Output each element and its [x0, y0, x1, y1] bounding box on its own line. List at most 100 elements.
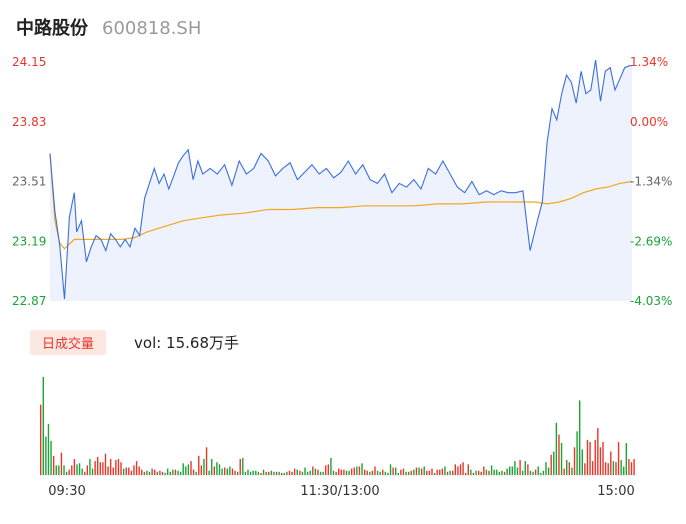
volume-bar	[490, 465, 493, 475]
volume-bar	[542, 470, 545, 475]
volume-bar	[382, 469, 384, 475]
price-tick-label: 23.83	[12, 115, 46, 129]
volume-bar	[89, 459, 91, 475]
volume-bar	[322, 471, 324, 475]
volume-bar	[317, 469, 319, 475]
volume-bar	[405, 471, 407, 475]
volume-bar	[483, 466, 485, 475]
volume-bar	[122, 468, 125, 475]
volume-bar	[319, 471, 322, 475]
volume-bar	[389, 464, 392, 475]
volume-bar	[581, 449, 583, 475]
volume-bar	[350, 468, 353, 475]
volume-bar	[363, 469, 366, 475]
volume-bar	[436, 469, 438, 475]
volume-bar	[366, 470, 368, 475]
volume-bar	[441, 468, 444, 475]
volume-bar	[558, 434, 560, 475]
volume-bar	[133, 465, 135, 475]
volume-bar	[330, 457, 332, 475]
volume-bar	[231, 468, 234, 475]
volume-bar	[299, 470, 301, 475]
volume-bar	[107, 466, 109, 475]
volume-bar	[413, 469, 415, 475]
volume-bar	[291, 471, 293, 475]
volume-bar	[444, 466, 446, 475]
volume-bar	[566, 460, 568, 475]
volume-bar	[630, 462, 633, 475]
volume-bar	[45, 436, 47, 475]
volume-bar	[615, 462, 617, 475]
daily-volume-badge[interactable]: 日成交量	[30, 330, 107, 355]
volume-bar	[426, 470, 428, 475]
volume-bar	[529, 470, 532, 475]
volume-bar	[115, 460, 117, 475]
percent-tick-label: 1.34%	[630, 55, 668, 69]
stock-name: 中路股份	[16, 18, 88, 39]
volume-bar	[597, 428, 599, 475]
volume-bar	[527, 464, 529, 475]
volume-bar	[464, 472, 467, 475]
volume-bar	[617, 441, 620, 475]
volume-bar	[177, 470, 179, 475]
volume-bar	[578, 400, 581, 475]
volume-bar	[534, 469, 537, 475]
volume-bar	[607, 463, 609, 475]
volume-bar	[488, 470, 490, 475]
percent-tick-label: 0.00%	[630, 115, 668, 129]
volume-bar	[190, 461, 192, 475]
volume-bar	[156, 471, 159, 475]
volume-bar	[159, 470, 161, 475]
volume-bar	[198, 455, 200, 475]
volume-bar	[218, 464, 221, 475]
volume-bar	[309, 470, 311, 475]
volume-bar	[509, 466, 511, 475]
volume-bar	[423, 466, 425, 475]
volume-bar	[589, 441, 591, 475]
volume-bar	[47, 423, 50, 475]
volume-bar	[239, 459, 241, 475]
volume-bar	[532, 471, 534, 475]
volume-bar	[433, 472, 436, 475]
volume-bar	[128, 467, 130, 475]
volume-bar	[247, 469, 249, 475]
volume-bar	[55, 465, 57, 475]
volume-bar	[591, 461, 594, 475]
volume-bar	[449, 470, 451, 475]
volume-bar	[257, 471, 260, 475]
volume-bar	[304, 467, 306, 475]
volume-bar	[301, 471, 304, 475]
volume-bar	[338, 468, 340, 475]
volume-bar	[371, 470, 374, 475]
volume-bar	[286, 471, 288, 475]
volume-bar	[361, 463, 363, 475]
volume-bar	[584, 463, 586, 475]
volume-bar	[71, 465, 73, 475]
volume-bar	[223, 467, 226, 475]
volume-bar	[521, 470, 524, 475]
volume-bar	[78, 463, 81, 475]
volume-bar	[97, 456, 99, 475]
time-tick-label: 09:30	[48, 484, 85, 499]
volume-bar	[620, 460, 622, 475]
volume-bar	[296, 469, 298, 475]
volume-bar	[252, 470, 254, 475]
volume-bar	[242, 457, 244, 475]
volume-bar	[395, 467, 397, 475]
volume-bar	[268, 471, 270, 475]
volume-bar	[576, 431, 578, 475]
volume-bar	[135, 461, 138, 475]
volume-bar	[141, 469, 143, 475]
volume-bar	[439, 469, 441, 475]
volume-bar	[537, 466, 539, 475]
volume-bar	[563, 468, 565, 475]
volume-bar	[185, 466, 187, 475]
price-tick-label: 24.15	[12, 55, 46, 69]
volume-bar	[516, 467, 519, 475]
volume-bar	[356, 466, 358, 475]
volume-bar	[102, 462, 104, 475]
volume-bar	[244, 471, 247, 475]
volume-bar	[68, 469, 70, 475]
volume-bar	[236, 471, 239, 475]
volume-bar	[221, 468, 223, 475]
